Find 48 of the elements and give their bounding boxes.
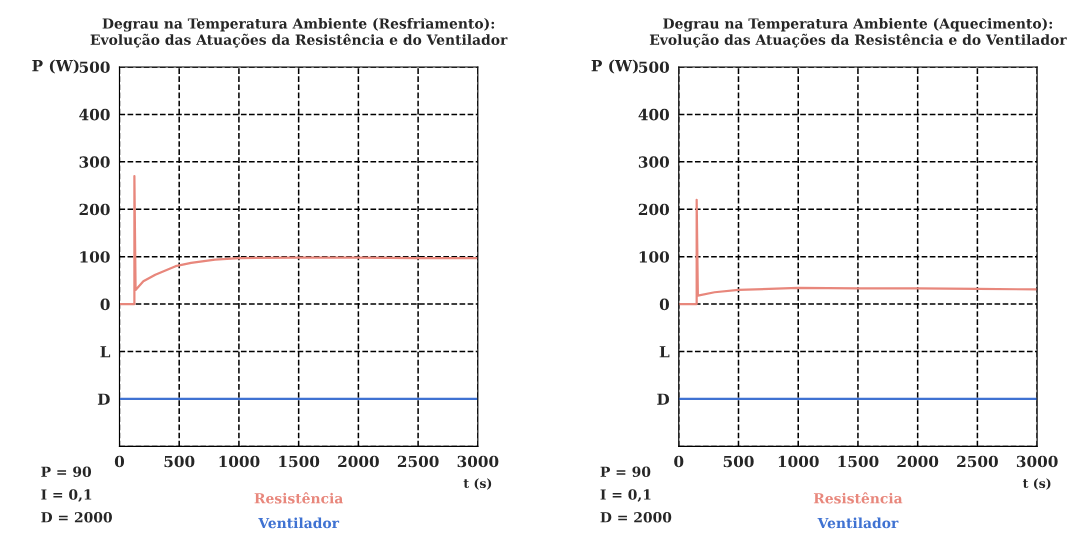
y-tick-label: 500 (79, 61, 110, 73)
line-series (678, 198, 1038, 306)
text: I = 0,1 (600, 489, 651, 502)
chart-title: Degrau na Temperatura Ambiente (Aquecimento): Evolução das Atuações da Resistência e do Ventilador (649, 17, 1067, 48)
x-tick-label: 0 (114, 455, 125, 468)
text: Resistência (813, 492, 903, 504)
y-tick-label: L (100, 346, 111, 358)
x-tick-label: 500 (723, 455, 754, 468)
text: I = 0,1 (41, 489, 92, 502)
line-series (119, 174, 478, 306)
text: D = 2000 (600, 512, 672, 523)
text: D = 2000 (41, 512, 112, 523)
y-tick-label: 400 (638, 108, 670, 121)
x-axis-title: t (s) (463, 478, 492, 490)
y-tick-label: 300 (79, 156, 110, 168)
y-tick-label: 200 (79, 203, 110, 216)
x-tick-label: 2500 (957, 455, 998, 468)
x-axis-title: t (s) (1022, 478, 1051, 490)
x-tick-label: 1000 (778, 455, 819, 468)
y-axis-title: P (W) (32, 59, 79, 74)
text: Resistência (254, 492, 344, 504)
y-tick-label: 100 (80, 251, 110, 263)
text: P = 90 (41, 466, 92, 477)
y-tick-label: L (659, 346, 670, 358)
text: Ventilador (258, 517, 340, 529)
y-tick-label: 300 (638, 156, 670, 168)
x-tick-label: 3000 (1016, 455, 1058, 468)
text: Ventilador (817, 517, 899, 529)
y-tick-label: 0 (659, 298, 670, 311)
x-tick-label: 2500 (397, 455, 439, 468)
y-tick-label: D (97, 393, 110, 405)
x-tick-label: 3000 (457, 455, 499, 468)
y-tick-label: 0 (100, 298, 110, 311)
y-tick-label: 100 (639, 251, 670, 263)
x-tick-label: 1000 (219, 455, 260, 468)
text: P = 90 (600, 466, 651, 477)
x-tick-label: 1500 (838, 455, 879, 468)
x-tick-label: 0 (674, 455, 684, 468)
x-tick-label: 1500 (279, 455, 320, 468)
x-tick-label: 2000 (897, 455, 939, 468)
x-tick-label: 500 (164, 455, 195, 468)
y-axis-title: P (W) (591, 59, 638, 74)
y-tick-label: D (657, 393, 670, 405)
y-tick-label: 200 (638, 203, 670, 216)
y-tick-label: 500 (639, 61, 670, 73)
chart-title: Degrau na Temperatura Ambiente (Resfriamento): Evolução das Atuações da Resistência e do Ventilador (90, 17, 508, 48)
y-tick-label: 400 (79, 108, 110, 121)
x-tick-label: 2000 (338, 455, 379, 468)
